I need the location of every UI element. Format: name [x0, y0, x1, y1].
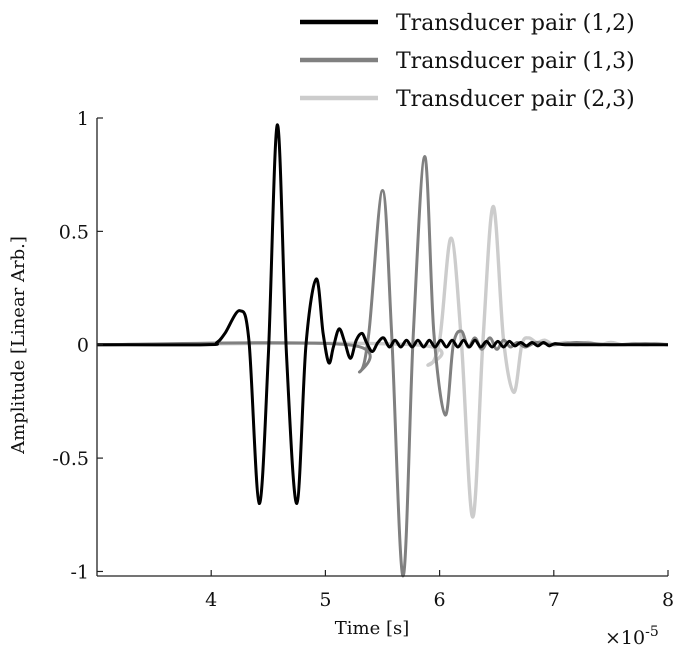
series-line-1 — [97, 123, 668, 505]
plot-area — [97, 123, 668, 578]
x-tick-label: 5 — [319, 589, 331, 611]
legend-label-2: Transducer pair (1,3) — [396, 49, 635, 74]
y-tick-label: -1 — [70, 561, 89, 583]
x-tick-label: 6 — [434, 589, 446, 611]
y-axis-label: Amplitude [Linear Arb.] — [8, 236, 29, 455]
legend-label-1: Transducer pair (1,2) — [396, 11, 635, 36]
x-tick-label: 4 — [205, 589, 217, 611]
x-axis-exponent: ×10-5 — [605, 624, 659, 649]
y-tick-label: 0.5 — [59, 221, 89, 243]
y-tick-label: -0.5 — [52, 448, 89, 470]
legend: Transducer pair (1,2) Transducer pair (1,… — [300, 11, 635, 112]
x-exponent-power: -5 — [645, 624, 659, 640]
y-tick-label: 1 — [77, 108, 89, 130]
series-line-3 — [97, 204, 668, 519]
y-tick-label: 0 — [77, 335, 89, 357]
axes: 4 5 6 7 8 1 0.5 0 -0.5 -1 — [52, 108, 674, 611]
x-tick-label: 8 — [662, 589, 674, 611]
legend-label-3: Transducer pair (2,3) — [396, 87, 635, 112]
x-tick-label: 7 — [548, 589, 560, 611]
x-exponent-base: ×10 — [605, 627, 645, 649]
series-line-2 — [97, 155, 668, 578]
x-axis-label: Time [s] — [335, 618, 410, 639]
